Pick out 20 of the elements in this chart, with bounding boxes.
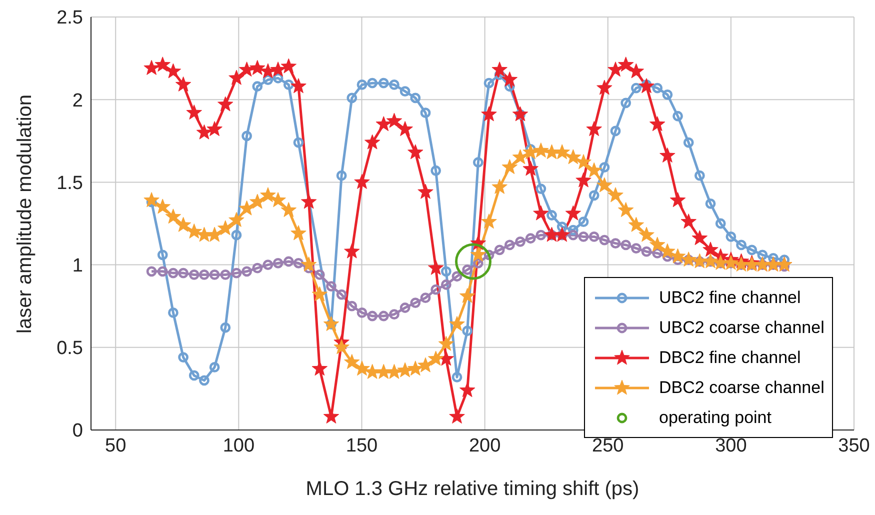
legend-label: DBC2 coarse channel bbox=[659, 378, 824, 398]
x-axis-title: MLO 1.3 GHz relative timing shift (ps) bbox=[306, 478, 640, 500]
y-tick-label: 2.5 bbox=[56, 8, 83, 29]
y-tick-label: 0 bbox=[72, 420, 83, 442]
x-tick-label: 350 bbox=[838, 435, 870, 456]
x-tick-label: 150 bbox=[346, 435, 378, 456]
legend-label: DBC2 fine channel bbox=[659, 348, 801, 368]
legend-label: UBC2 coarse channel bbox=[659, 318, 824, 338]
legend-label: operating point bbox=[659, 408, 772, 428]
x-tick-label: 200 bbox=[468, 435, 501, 456]
x-tick-label: 100 bbox=[222, 435, 255, 456]
y-axis-title: laser amplitude modulation bbox=[14, 94, 36, 334]
y-tick-label: 1.5 bbox=[56, 172, 83, 194]
x-tick-label: 50 bbox=[105, 435, 126, 456]
x-tick-label: 300 bbox=[715, 435, 747, 456]
legend-label: UBC2 fine channel bbox=[659, 288, 801, 308]
y-tick-label: 1 bbox=[72, 256, 83, 277]
x-tick-label: 250 bbox=[592, 435, 624, 456]
y-tick-label: 0.5 bbox=[56, 338, 83, 360]
y-tick-label: 2 bbox=[72, 90, 83, 112]
